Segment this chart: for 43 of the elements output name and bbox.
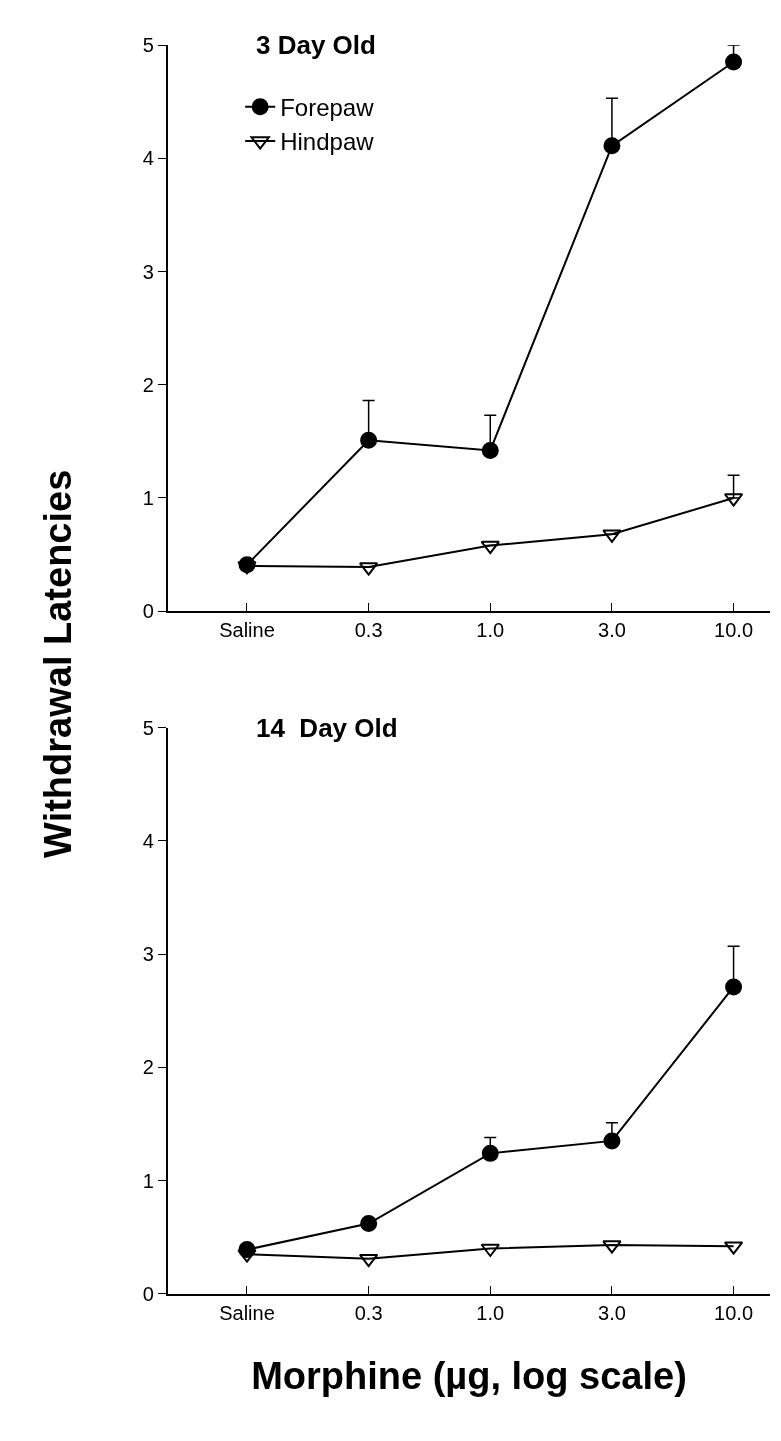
point [481, 1144, 499, 1162]
x-tick-label: Saline [219, 1301, 275, 1324]
point [360, 1215, 378, 1233]
point [725, 978, 743, 996]
point [480, 540, 500, 555]
y-tick-label: 5 [142, 34, 154, 57]
point [602, 529, 622, 543]
x-tick-label: 1.0 [476, 619, 505, 642]
y-tick-label: 3 [142, 943, 154, 966]
x-tick-label: 3.0 [598, 1301, 626, 1324]
y-tick-label: 2 [142, 1056, 154, 1079]
point [481, 441, 499, 459]
point [237, 561, 257, 575]
point [602, 1240, 622, 1254]
y-tick-label: 2 [142, 373, 154, 396]
y-tick-label: 4 [142, 147, 154, 170]
point [480, 1243, 500, 1257]
y-tick-label: 1 [142, 487, 154, 509]
y-tick-label: 5 [142, 716, 154, 739]
point [725, 53, 743, 71]
point [603, 1132, 621, 1150]
x-tick-label: Saline [219, 619, 275, 642]
y-tick-label: 0 [142, 600, 154, 623]
x-axis-title: Morphine (µg, log scale) [251, 1355, 687, 1398]
y-tick-label: 3 [142, 260, 154, 283]
x-tick-label: 10.0 [714, 619, 754, 642]
x-tick-label: 3.0 [598, 619, 626, 642]
y-tick-label: 1 [142, 1169, 154, 1192]
y-tick-label: 4 [142, 829, 154, 852]
point [358, 1253, 379, 1268]
x-tick-label: 0.3 [354, 619, 383, 642]
y-axis-title: Withdrawal Latencies [37, 469, 80, 858]
legend-label: Hindpaw [280, 128, 375, 156]
legend-label: Forepaw [280, 94, 375, 122]
x-tick-label: 10.0 [714, 1301, 754, 1324]
point [603, 137, 621, 155]
chart-title: 14 Day Old [256, 713, 398, 743]
point [360, 431, 378, 449]
point [237, 1249, 257, 1263]
x-tick-label: 1.0 [476, 1301, 505, 1324]
x-tick-label: 0.3 [354, 1301, 383, 1324]
chart-title: 3 Day Old [256, 30, 376, 60]
y-tick-label: 0 [142, 1282, 154, 1305]
